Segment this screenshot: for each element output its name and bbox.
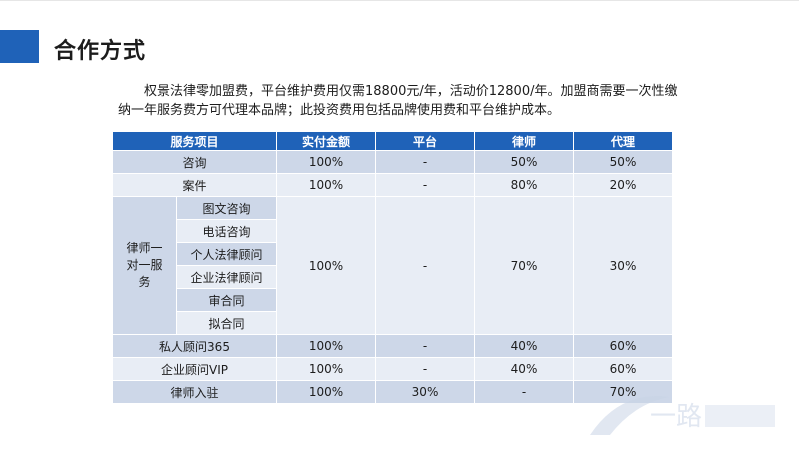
header-lawyer: 律师 xyxy=(474,131,575,151)
lawyer-cell: - xyxy=(474,380,575,404)
watermark-swoosh xyxy=(590,396,670,435)
sub-service-cell: 图文咨询 xyxy=(175,196,278,220)
table-row: 企业法律顾问 xyxy=(113,265,673,289)
watermark-logo: 一路 xyxy=(590,396,775,435)
page-title: 合作方式 xyxy=(54,39,147,64)
group-label-cell: 律师一对一服务 xyxy=(112,196,177,335)
platform-cell: - xyxy=(375,173,476,197)
service-cell: 案件 xyxy=(111,173,278,197)
agent-cell: 20% xyxy=(573,173,674,197)
platform-cell: - xyxy=(375,357,476,381)
paid-cell: 100% xyxy=(276,150,377,174)
table-row: 电话咨询 xyxy=(113,219,673,243)
commission-table: 服务项目 实付金额 平台 律师 代理 咨询 100% - 50% 50% 案件 … xyxy=(111,131,674,404)
platform-cell: - xyxy=(375,150,476,174)
paid-cell: 100% xyxy=(276,334,377,358)
sub-service-cell: 电话咨询 xyxy=(175,219,278,243)
agent-cell: 60% xyxy=(573,334,674,358)
service-cell: 企业顾问VIP xyxy=(111,357,278,381)
table-row: 律师一对一服务 图文咨询 100% - 70% 30% xyxy=(112,196,674,335)
lawyer-cell: 40% xyxy=(474,334,575,358)
intro-paragraph: 权景法律零加盟费，平台维护费用仅需18800元/年，活动价12800/年。加盟商… xyxy=(118,84,678,118)
table-row: 案件 100% - 80% 20% xyxy=(111,173,674,197)
agent-cell: 50% xyxy=(573,150,674,174)
watermark-block xyxy=(705,405,775,427)
paid-cell: 100% xyxy=(276,196,377,335)
agent-cell: 30% xyxy=(573,196,674,335)
table-row: 审合同 xyxy=(113,288,673,312)
header-platform: 平台 xyxy=(375,131,476,151)
title-accent-bar xyxy=(0,30,39,63)
sub-service-cell: 审合同 xyxy=(175,288,278,312)
table-row: 律师入驻 100% 30% - 70% xyxy=(111,380,674,404)
header-service: 服务项目 xyxy=(111,131,278,151)
lawyer-cell: 50% xyxy=(474,150,575,174)
agent-cell: 60% xyxy=(573,357,674,381)
header-agent: 代理 xyxy=(573,131,674,151)
table-header-row: 服务项目 实付金额 平台 律师 代理 xyxy=(111,131,674,151)
platform-cell: 30% xyxy=(375,380,476,404)
lawyer-cell: 40% xyxy=(474,357,575,381)
sub-service-cell: 拟合同 xyxy=(175,311,278,335)
service-cell: 咨询 xyxy=(111,150,278,174)
service-cell: 律师入驻 xyxy=(111,380,278,404)
platform-cell: - xyxy=(375,334,476,358)
service-cell: 私人顾问365 xyxy=(111,334,278,358)
paid-cell: 100% xyxy=(276,173,377,197)
paid-cell: 100% xyxy=(276,380,377,404)
watermark-text: 一路 xyxy=(650,402,702,432)
header-paid: 实付金额 xyxy=(276,131,377,151)
table-row: 私人顾问365 100% - 40% 60% xyxy=(111,334,674,358)
table-row: 咨询 100% - 50% 50% xyxy=(111,150,674,174)
sub-service-cell: 个人法律顾问 xyxy=(175,242,278,266)
paid-cell: 100% xyxy=(276,357,377,381)
sub-service-cell: 企业法律顾问 xyxy=(175,265,278,289)
lawyer-cell: 80% xyxy=(474,173,575,197)
table-row: 企业顾问VIP 100% - 40% 60% xyxy=(111,357,674,381)
group-label: 律师一对一服务 xyxy=(126,241,163,289)
top-rule xyxy=(0,0,799,1)
table-row: 拟合同 xyxy=(113,311,673,335)
platform-cell: - xyxy=(375,196,476,335)
lawyer-cell: 70% xyxy=(474,196,575,335)
